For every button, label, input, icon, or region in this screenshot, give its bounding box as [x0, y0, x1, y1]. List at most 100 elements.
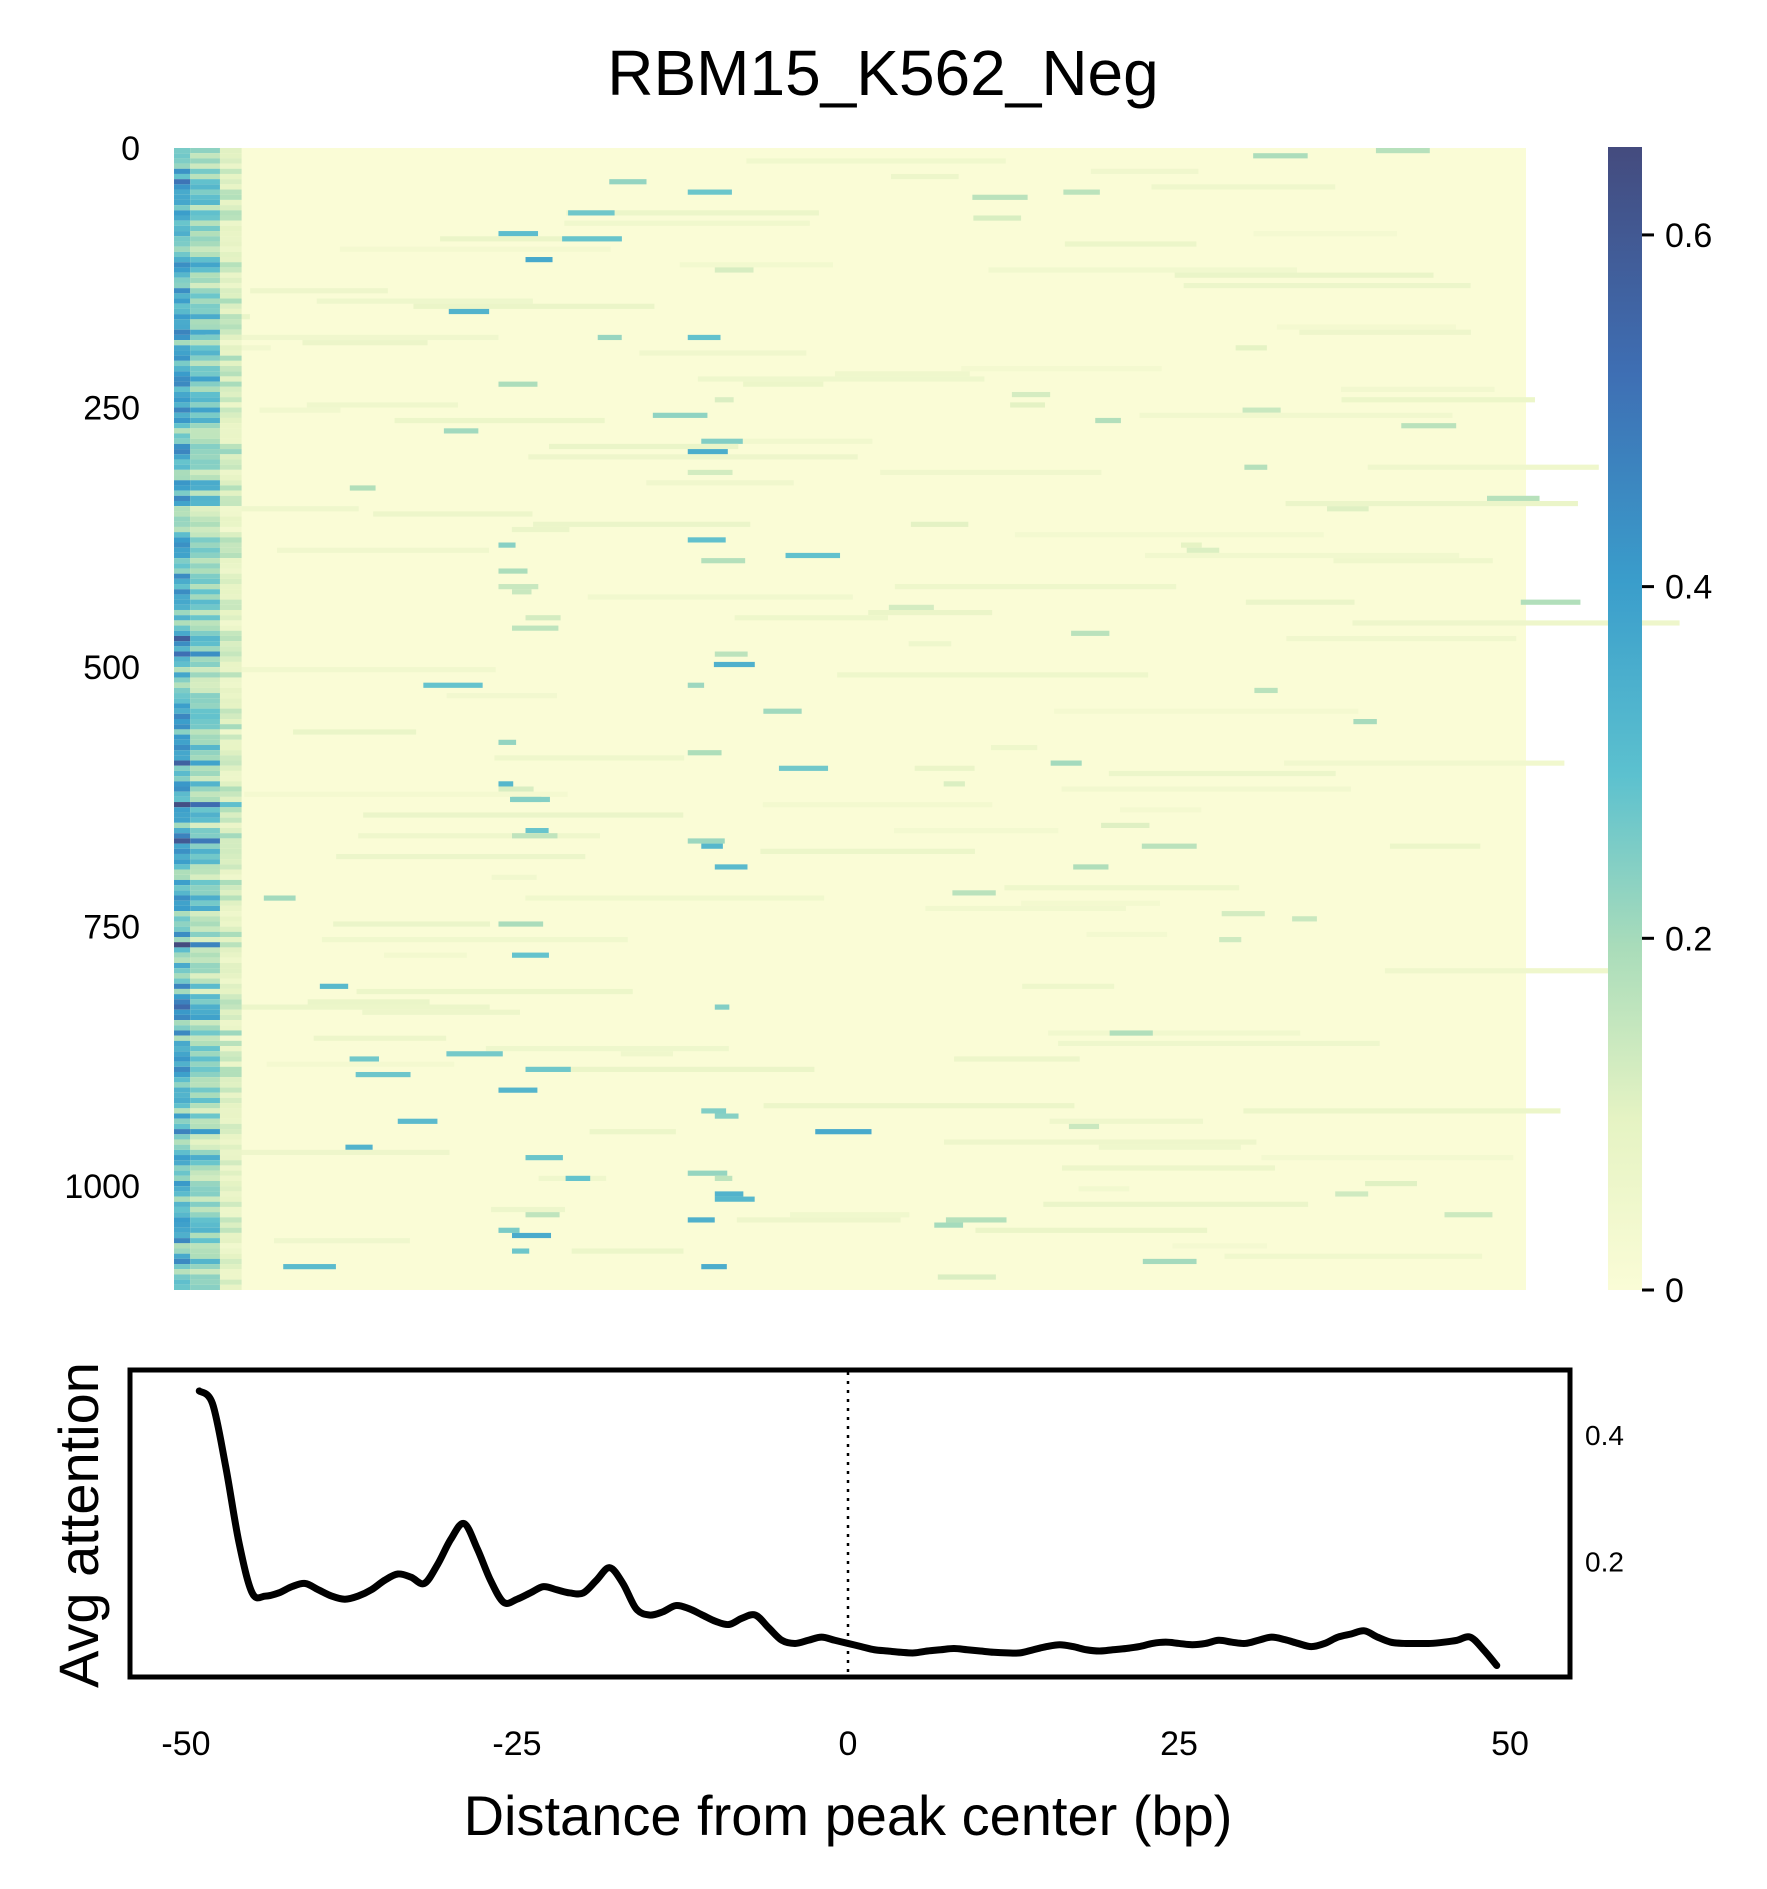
heatmap-cell: [174, 1066, 191, 1072]
heatmap-cell: [1071, 630, 1110, 636]
heatmap-cell: [219, 635, 242, 642]
heatmap-cell: [1010, 402, 1045, 408]
heatmap-cell: [190, 796, 220, 803]
heatmap-cell: [174, 739, 191, 745]
heatmap-cell: [174, 506, 191, 512]
heatmap-cell: [174, 1196, 191, 1202]
heatmap-cell: [174, 153, 191, 159]
heatmap-cell: [174, 1155, 191, 1161]
heatmap-cell: [174, 558, 191, 564]
heatmap-cell: [176, 667, 496, 673]
heatmap-cell: [952, 890, 996, 896]
heatmap-cell: [1253, 153, 1308, 159]
heatmap-cell: [174, 423, 191, 429]
heatmap-cell: [1221, 911, 1265, 917]
heatmap-cell: [219, 1056, 242, 1062]
heatmap-cell: [190, 1160, 220, 1166]
heatmap-cell: [219, 391, 242, 398]
heatmap-cell: [448, 308, 490, 315]
heatmap-cell: [174, 1279, 191, 1285]
heatmap-cell: [219, 225, 242, 232]
heatmap-cell: [190, 641, 220, 647]
heatmap-cell: [219, 594, 242, 600]
heatmap-cell: [190, 957, 220, 963]
heatmap-cell: [190, 822, 220, 829]
heatmap-cell: [219, 537, 242, 543]
heatmap-cell: [190, 1258, 220, 1265]
heatmap-cell: [1292, 916, 1317, 922]
colorbar-ticks: 0 0.2 0.4 0.6: [1642, 217, 1712, 1310]
heatmap-cell: [174, 402, 191, 408]
line-plot-x-axis: -50 -25 0 25 50: [161, 1725, 1528, 1763]
heatmap-cell: [1243, 1108, 1561, 1114]
heatmap-cell: [914, 765, 975, 771]
heatmap-cell: [943, 781, 965, 787]
heatmap-cell: [1285, 500, 1578, 507]
heatmap-cell: [219, 360, 242, 367]
heatmap-cell: [219, 314, 242, 320]
heatmap-cell: [219, 968, 242, 974]
heatmap-cell: [174, 184, 191, 190]
heatmap-cell: [219, 874, 242, 880]
heatmap-cell: [687, 334, 721, 341]
heatmap-cell: [174, 277, 191, 283]
heatmap-cell: [174, 874, 191, 880]
heatmap-cell: [937, 1274, 996, 1280]
heatmap-cell: [190, 1248, 220, 1254]
heatmap-cell: [713, 661, 755, 668]
heatmap-cell: [190, 719, 220, 725]
heatmap-cell: [190, 558, 220, 564]
heatmap-cell: [1352, 620, 1680, 626]
heatmap-cell: [190, 1206, 220, 1213]
heatmap-cell: [174, 672, 191, 678]
heatmap-cell: [190, 194, 220, 200]
heatmap-cell: [174, 962, 191, 969]
heatmap-cell: [190, 1238, 220, 1244]
heatmap-cell: [190, 1004, 220, 1010]
heatmap-cell: [219, 750, 242, 756]
heatmap-cell: [174, 1030, 191, 1036]
heatmap-cell: [174, 1071, 191, 1078]
heatmap-cell: [511, 526, 570, 533]
heatmap-cell: [190, 397, 220, 403]
heatmap-cell: [174, 744, 191, 751]
heatmap-cell: [219, 480, 242, 486]
heatmap-cell: [190, 750, 220, 756]
heatmap-cell: [190, 293, 220, 299]
heatmap-cell: [714, 1191, 744, 1197]
heatmap-cell: [174, 267, 191, 273]
heatmap-cell: [890, 173, 959, 180]
heatmap-cell: [1101, 822, 1150, 829]
heatmap-cell: [174, 334, 191, 341]
heatmap-cell: [174, 931, 191, 938]
heatmap-cell: [190, 475, 220, 481]
heatmap-cell: [219, 916, 242, 922]
heatmap-cell: [174, 1108, 191, 1114]
line-x-tick-label: 0: [839, 1725, 858, 1763]
heatmap-cell: [190, 1092, 220, 1098]
heatmap-cell: [174, 1248, 191, 1254]
heatmap-cell: [174, 246, 191, 252]
heatmap-cell: [219, 459, 242, 465]
heatmap-cell: [219, 931, 242, 938]
heatmap-cell: [190, 158, 220, 164]
heatmap-cell: [219, 241, 242, 247]
heatmap-cell: [708, 438, 873, 444]
heatmap-cell: [190, 791, 220, 797]
heatmap-cell: [174, 620, 191, 626]
heatmap-cell: [190, 599, 220, 605]
heatmap-cell: [174, 1046, 191, 1052]
heatmap: [174, 148, 1680, 1290]
heatmap-cell: [190, 687, 220, 694]
heatmap-cell: [190, 272, 220, 278]
heatmap-cell: [219, 495, 242, 501]
heatmap-cell: [174, 1087, 191, 1093]
heatmap-cell: [190, 428, 220, 434]
heatmap-cell: [174, 1025, 191, 1031]
heatmap-cell: [190, 277, 220, 283]
heatmap-cell: [219, 262, 242, 268]
heatmap-cell: [190, 1269, 220, 1275]
heatmap-cell: [174, 952, 191, 958]
heatmap-cell: [316, 298, 533, 304]
heatmap-cell: [190, 1149, 220, 1156]
